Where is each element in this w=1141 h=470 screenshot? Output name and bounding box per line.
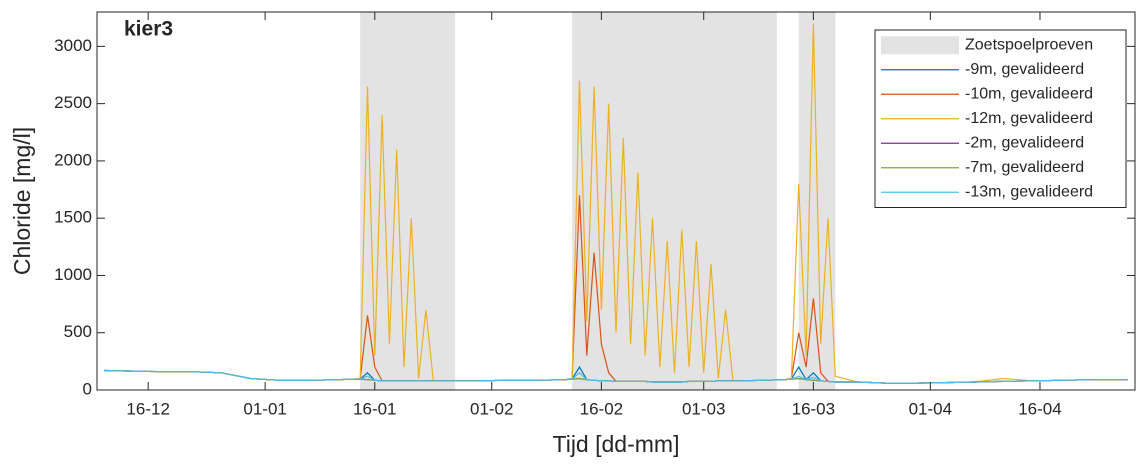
legend-label: -2m, gevalideerd [965,134,1084,151]
x-tick-label: 01-03 [682,399,725,418]
x-axis-label: Tijd [dd-mm] [553,431,680,457]
y-tick-label: 500 [64,322,92,341]
legend-label: -10m, gevalideerd [965,85,1093,102]
x-tick-label: 16-03 [792,399,835,418]
y-tick-label: 2500 [54,93,92,112]
y-axis-label: Chloride [mg/l] [9,127,35,275]
legend-label: -9m, gevalideerd [965,61,1084,78]
y-tick-label: 1000 [54,265,92,284]
legend-label: -7m, gevalideerd [965,159,1084,176]
y-tick-label: 1500 [54,208,92,227]
data-line [104,369,1128,384]
x-tick-label: 16-02 [580,399,623,418]
legend-label: -12m, gevalideerd [965,110,1093,127]
legend-swatch [881,36,959,55]
shaded-span [572,12,777,390]
y-tick-label: 0 [83,379,92,398]
y-tick-label: 3000 [54,36,92,55]
chart-title: kier3 [124,18,173,41]
x-tick-label: 01-04 [909,399,952,418]
x-tick-label: 01-01 [243,399,286,418]
legend: Zoetspoelproeven -9m, gevalideerd -10m, ge… [874,29,1127,208]
legend-label: Zoetspoelproeven [965,36,1093,53]
x-tick-label: 16-12 [126,399,169,418]
legend-label: -13m, gevalideerd [965,183,1093,200]
y-tick-label: 2000 [54,150,92,169]
x-tick-label: 16-01 [353,399,396,418]
data-line [104,23,1128,384]
x-tick-label: 16-04 [1018,399,1061,418]
plot-frame [96,11,1136,391]
x-tick-label: 01-02 [470,399,513,418]
